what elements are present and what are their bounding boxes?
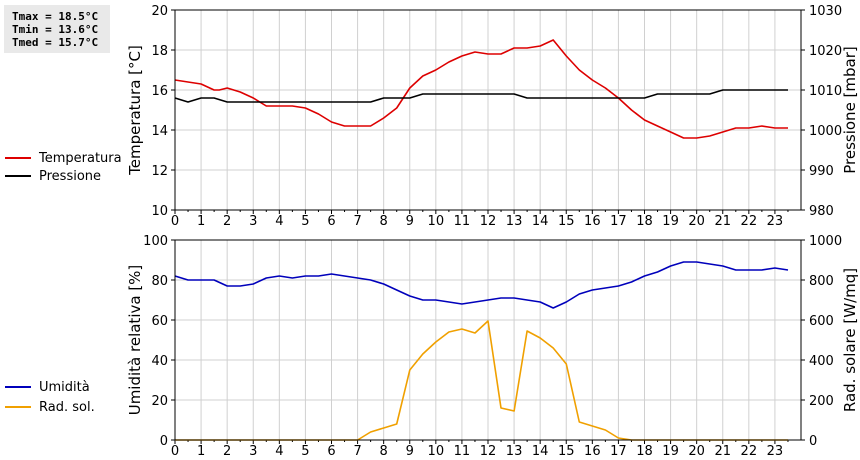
panel2-x-tick-label: 15 <box>558 444 575 459</box>
panel1-x-tick-label: 14 <box>532 214 549 229</box>
panel1-x-tick-label: 15 <box>558 214 575 229</box>
panel1-y-tick-label: 20 <box>151 4 168 19</box>
panel2-x-tick-label: 1 <box>197 444 205 459</box>
panel1-x-tick-label: 9 <box>406 214 414 229</box>
panel2-series-line-2 <box>175 320 788 441</box>
panel1-legend-label-1: Temperatura <box>38 151 122 166</box>
panel1-x-tick-label: 18 <box>636 214 653 229</box>
panel2-y2-tick-label: 0 <box>809 434 817 449</box>
panel2-x-tick-label: 16 <box>584 444 601 459</box>
panel1-y2-axis-label: Pressione [mbar] <box>841 46 859 174</box>
panel1-x-tick-label: 16 <box>584 214 601 229</box>
panel2-x-tick-label: 19 <box>662 444 679 459</box>
panel1-x-tick-label: 12 <box>480 214 497 229</box>
panel2-y-tick-label: 20 <box>151 394 168 409</box>
panel1-x-tick-label: 20 <box>688 214 705 229</box>
tmin-text: Tmin = 13.6°C <box>12 23 99 36</box>
panel1-y2-tick-label: 990 <box>809 164 834 179</box>
panel1-y-axis-label: Temperatura [°C] <box>126 45 144 176</box>
panel2-y2-axis-label: Rad. solare [W/mq] <box>841 268 859 412</box>
panel2-x-tick-label: 0 <box>171 444 179 459</box>
panel1-x-tick-label: 5 <box>301 214 309 229</box>
panel1-x-tick-label: 10 <box>428 214 445 229</box>
panel2-x-tick-label: 20 <box>688 444 705 459</box>
panel1-x-tick-label: 22 <box>741 214 758 229</box>
panel2-x-tick-label: 7 <box>353 444 361 459</box>
panel1-plot-frame <box>174 9 802 211</box>
panel1-x-tick-label: 11 <box>454 214 471 229</box>
panel2-y2-tick-label: 800 <box>809 274 834 289</box>
panel1-x-tick-label: 17 <box>610 214 627 229</box>
panel1-y-tick-label: 12 <box>151 164 168 179</box>
panel2-x-tick-label: 22 <box>741 444 758 459</box>
panel2-x-tick-label: 2 <box>223 444 231 459</box>
panel2-x-tick-label: 12 <box>480 444 497 459</box>
panel1-x-tick-label: 3 <box>249 214 257 229</box>
panel1-x-tick-label: 23 <box>767 214 784 229</box>
panel2-y-tick-label: 40 <box>151 354 168 369</box>
panel2-x-tick-label: 17 <box>610 444 627 459</box>
panel2-x-tick-label: 13 <box>506 444 523 459</box>
panel2-x-tick-label: 3 <box>249 444 257 459</box>
panel2-x-tick-label: 14 <box>532 444 549 459</box>
panel2-x-tick-label: 8 <box>380 444 388 459</box>
panel1-x-tick-label: 0 <box>171 214 179 229</box>
panel2-y-tick-label: 80 <box>151 274 168 289</box>
panel2-y2-tick-label: 200 <box>809 394 834 409</box>
panel1-x-tick-label: 6 <box>327 214 335 229</box>
panel2-plot-frame <box>174 239 802 441</box>
panel1-y2-tick-label: 1000 <box>809 124 842 139</box>
panel2-x-tick-label: 18 <box>636 444 653 459</box>
stats-box: Tmax = 18.5°C Tmin = 13.6°C Tmed = 15.7°… <box>4 5 110 53</box>
tmed-text: Tmed = 15.7°C <box>12 36 99 49</box>
panel2-y-tick-label: 100 <box>143 234 168 249</box>
panel2-x-tick-label: 21 <box>714 444 731 459</box>
panel2-y-axis-label: Umidità relativa [%] <box>126 265 144 416</box>
panel1-x-tick-label: 21 <box>714 214 731 229</box>
panel1-x-tick-label: 7 <box>353 214 361 229</box>
panel1-series-line-1 <box>174 39 788 139</box>
panel1-x-tick-label: 13 <box>506 214 523 229</box>
panel1-y2-tick-label: 1020 <box>809 44 842 59</box>
panel1-x-tick-label: 1 <box>197 214 205 229</box>
panel1-x-tick-label: 8 <box>380 214 388 229</box>
panel2-y-tick-label: 60 <box>151 314 168 329</box>
panel1-x-tick-label: 2 <box>223 214 231 229</box>
panel2-legend-label-1: Umidità <box>39 380 90 395</box>
panel2-y2-tick-label: 600 <box>809 314 834 329</box>
panel1-y-tick-label: 14 <box>151 124 168 139</box>
panel2-x-tick-label: 11 <box>454 444 471 459</box>
panel1-series-line-2 <box>174 89 788 103</box>
panel1-legend-label-2: Pressione <box>39 169 101 184</box>
panel2-y2-tick-label: 400 <box>809 354 834 369</box>
panel2-series-line-1 <box>174 261 789 309</box>
panel2-x-tick-label: 5 <box>301 444 309 459</box>
panel2-y-tick-label: 0 <box>160 434 168 449</box>
panel1-x-tick-label: 19 <box>662 214 679 229</box>
panel2-x-tick-label: 23 <box>767 444 784 459</box>
panel1-y2-tick-label: 1030 <box>809 4 842 19</box>
panel2-x-tick-label: 6 <box>327 444 335 459</box>
panel2-x-tick-label: 9 <box>406 444 414 459</box>
panel1-y-tick-label: 16 <box>151 84 168 99</box>
panel2-x-tick-label: 10 <box>428 444 445 459</box>
panel2-x-tick-label: 4 <box>275 444 283 459</box>
panel2-y2-tick-label: 1000 <box>809 234 842 249</box>
panel1-y2-tick-label: 980 <box>809 204 834 219</box>
panel1-y-tick-label: 18 <box>151 44 168 59</box>
panel2-legend-label-2: Rad. sol. <box>39 400 95 415</box>
panel1-x-tick-label: 4 <box>275 214 283 229</box>
panel1-y-tick-label: 10 <box>151 204 168 219</box>
panel1-y2-tick-label: 1010 <box>809 84 842 99</box>
tmax-text: Tmax = 18.5°C <box>12 10 99 23</box>
